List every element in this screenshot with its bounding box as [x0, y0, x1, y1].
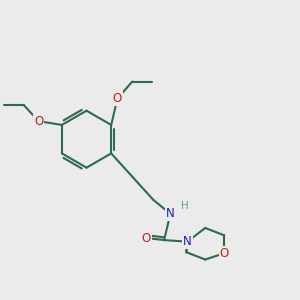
- Text: N: N: [166, 207, 175, 220]
- Text: H: H: [181, 201, 189, 211]
- Text: O: O: [142, 232, 151, 245]
- Text: O: O: [34, 115, 43, 128]
- Text: O: O: [220, 247, 229, 260]
- Text: O: O: [113, 92, 122, 105]
- Text: N: N: [183, 235, 192, 248]
